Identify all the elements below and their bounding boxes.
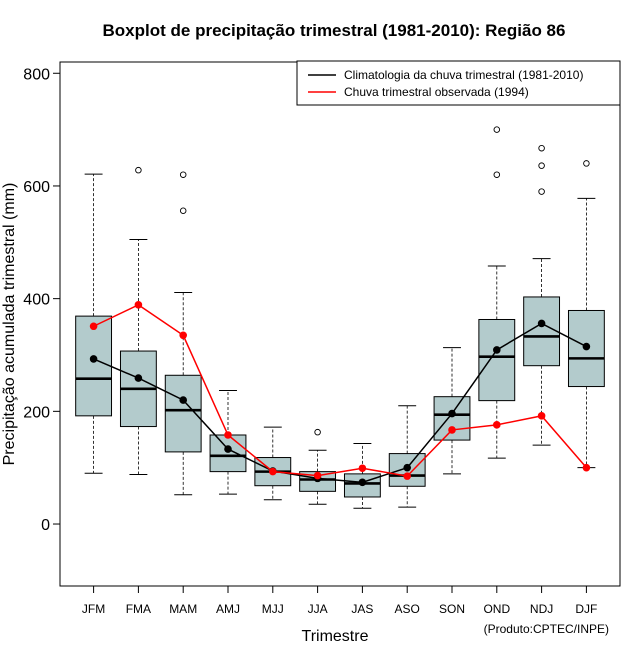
legend: Climatologia da chuva trimestral (1981-2… <box>296 60 621 106</box>
box-jas <box>343 442 381 509</box>
x-tick-label: JJA <box>308 602 328 616</box>
y-axis-label: Precipitação acumulada trimestral (mm) <box>1 183 18 466</box>
observed-series-point <box>448 426 456 434</box>
x-tick-label: FMA <box>126 602 151 616</box>
x-tick-label: JAS <box>351 602 373 616</box>
iqr-box <box>209 434 247 473</box>
y-tick-label: 200 <box>23 404 50 421</box>
x-tick-label: MAM <box>169 602 197 616</box>
outlier-point <box>493 171 501 178</box>
iqr-box <box>164 374 202 453</box>
observed-series-point <box>313 471 322 480</box>
box-mjj <box>254 426 292 501</box>
climatology-series-point <box>89 355 98 363</box>
x-axis-label: Trimestre <box>302 628 369 645</box>
outlier-point <box>538 188 545 195</box>
observed-series-point <box>493 421 501 429</box>
iqr-box <box>433 396 471 441</box>
y-tick-label: 0 <box>41 517 50 534</box>
outlier-point <box>314 428 321 436</box>
x-tick-label: SON <box>439 602 465 616</box>
climatology-series-point <box>537 319 546 328</box>
x-axis: JFM FMA MAM AMJ MJJ JJA JAS ASO SON OND NDJ DJF <box>82 586 597 616</box>
x-tick-label: AMJ <box>216 602 240 616</box>
climatology-series-point <box>403 463 412 472</box>
y-axis: 0 200 400 600 800 <box>23 66 60 534</box>
outlier-point <box>583 160 590 167</box>
x-tick-label: NDJ <box>530 602 553 616</box>
outlier-point <box>179 207 187 214</box>
outlier-point <box>179 171 187 178</box>
observed-series-line <box>93 303 587 477</box>
observed-series-point <box>403 472 412 480</box>
observed-series-point <box>358 464 367 473</box>
box-aso <box>388 405 426 508</box>
x-tick-label: MJJ <box>262 602 284 616</box>
climatology-series-line <box>93 322 587 484</box>
box-jja <box>299 428 337 505</box>
climatology-series-point <box>582 342 591 351</box>
y-tick-label: 400 <box>23 292 50 309</box>
legend-label-observed: Chuva trimestral observada (1994) <box>344 85 529 99</box>
climatology-series-point <box>493 346 501 354</box>
observed-series-point <box>179 331 187 340</box>
climatology-series <box>89 319 591 487</box>
box-mam <box>164 171 202 496</box>
observed-series-point <box>134 301 143 309</box>
outlier-point <box>538 162 545 169</box>
observed-series-point <box>224 431 232 439</box>
iqr-box <box>478 318 516 402</box>
climatology-series-point <box>179 396 187 404</box>
y-tick-label: 800 <box>23 66 50 83</box>
observed-series-point <box>582 463 591 472</box>
box-amj <box>209 389 247 495</box>
x-tick-label: DJF <box>575 602 597 616</box>
box-fma <box>119 166 157 475</box>
outlier-point <box>135 166 142 174</box>
x-tick-label: JFM <box>82 602 105 616</box>
climatology-series-point <box>134 374 143 382</box>
x-tick-label: ASO <box>395 602 420 616</box>
box-djf <box>567 160 605 469</box>
iqr-box <box>75 315 113 417</box>
observed-series <box>89 301 591 480</box>
legend-box <box>296 60 621 106</box>
box-ond <box>478 126 516 459</box>
legend-label-climatology: Climatologia da chuva trimestral (1981-2… <box>344 68 583 82</box>
x-tick-label: OND <box>483 602 510 616</box>
outlier-point <box>493 126 501 133</box>
series-group <box>89 301 591 487</box>
outlier-point <box>538 144 545 152</box>
y-tick-label: 600 <box>23 179 50 196</box>
box-ndj <box>523 144 561 446</box>
observed-series-point <box>89 322 98 331</box>
climatology-series-point <box>448 409 456 418</box>
observed-series-point <box>537 412 546 420</box>
observed-series-point <box>269 467 277 476</box>
climatology-series-point <box>224 445 232 453</box>
chart-title: Boxplot de precipitação trimestral (1981… <box>103 21 566 40</box>
product-credit: (Produto:CPTEC/INPE) <box>484 622 609 636</box>
boxes-group <box>75 126 605 509</box>
climatology-series-point <box>358 478 367 487</box>
